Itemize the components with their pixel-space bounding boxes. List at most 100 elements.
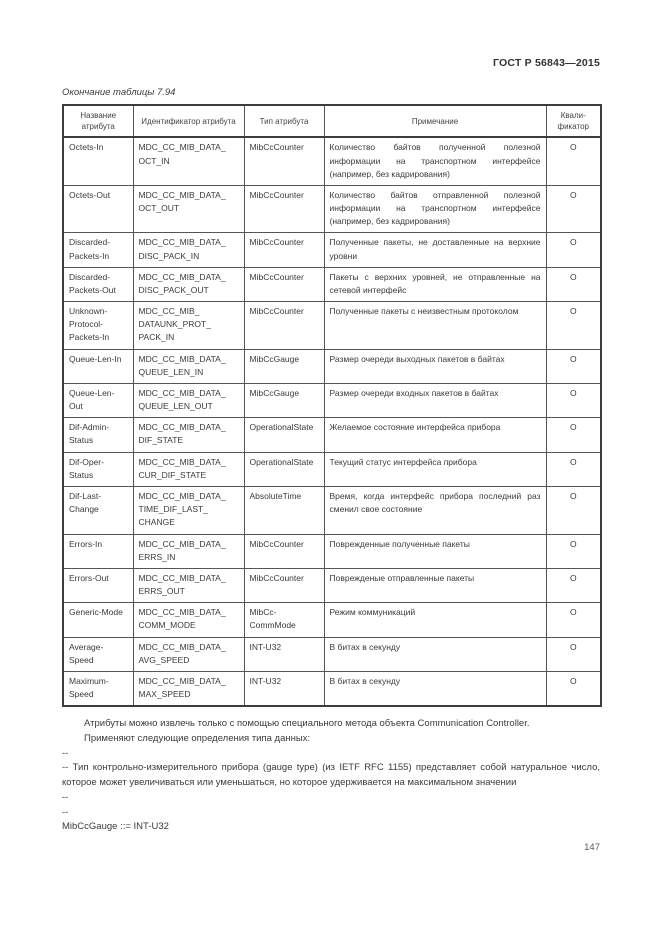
attribute-type-cell: OperationalState [243,451,325,487]
table-row: Discarded- Packets-Out MDC_CC_MIB_DATA_ D… [62,266,602,303]
attribute-name-cell: Discarded- Packets-Out [62,266,134,303]
attribute-identifier-cell: MDC_CC_MIB_DATA_ TIME_DIF_LAST_ CHANGE [132,485,245,535]
attribute-identifier-cell: MDC_CC_MIB_DATA_ ERRS_IN [132,533,245,569]
attribute-type-cell: MibCcCounter [243,136,325,186]
attribute-qualifier-cell: О [545,417,602,453]
attribute-qualifier-cell: О [545,184,602,234]
table-row: Queue-Len-In MDC_CC_MIB_DATA_ QUEUE_LEN_I… [62,348,602,384]
attribute-name-cell: Dif-Admin- Status [62,417,134,453]
attribute-note-cell: Желаемое состояние интерфейса прибора [323,417,547,453]
attribute-qualifier-cell: О [545,567,602,604]
attribute-name-cell: Queue-Len- Out [62,382,134,419]
attribute-note-cell: В битах в секунду [323,636,547,672]
attribute-type-cell: MibCc- CommMode [243,602,325,638]
table-row: Errors-Out MDC_CC_MIB_DATA_ ERRS_OUT MibCc… [62,567,602,604]
attribute-note-cell: Полученные пакеты, не доставленные на ве… [323,232,547,268]
attribute-identifier-cell: MDC_CC_MIB_DATA_ MAX_SPEED [132,670,245,707]
attribute-identifier-cell: MDC_CC_MIB_DATA_ DISC_PACK_OUT [132,266,245,303]
table-row: Maximum- Speed MDC_CC_MIB_DATA_ MAX_SPEED… [62,670,602,707]
attribute-type-cell: MibCcCounter [243,184,325,234]
table-row: Unknown- Protocol- Packets-In MDC_CC_MIB_… [62,301,602,350]
attribute-qualifier-cell: О [545,636,602,672]
attribute-qualifier-cell: О [545,602,602,638]
attribute-qualifier-cell: О [545,232,602,268]
attribute-type-cell: MibCcCounter [243,567,325,604]
table-row: Discarded- Packets-In MDC_CC_MIB_DATA_ DI… [62,232,602,268]
attribute-name-cell: Generic-Mode [62,602,134,638]
attribute-type-cell: MibCcGauge [243,382,325,419]
attribute-qualifier-cell: О [545,670,602,707]
attribute-name-cell: Dif-Oper- Status [62,451,134,487]
attribute-type-cell: MibCcCounter [243,266,325,303]
attribute-type-cell: OperationalState [243,417,325,453]
attribute-note-cell: Поврежденные полученные пакеты [323,533,547,569]
attribute-qualifier-cell: О [545,451,602,487]
attribute-note-cell: Полученные пакеты с неизвестным протокол… [323,301,547,350]
attribute-identifier-cell: MDC_CC_MIB_ DATAUNK_PROT_ PACK_IN [132,301,245,350]
attribute-note-cell: Текущий статус интерфейса прибора [323,451,547,487]
attribute-name-cell: Errors-In [62,533,134,569]
attribute-name-cell: Unknown- Protocol- Packets-In [62,301,134,350]
paragraph: -- Тип контрольно-измерительного прибора… [62,762,600,789]
paragraph: Применяют следующие определения типа дан… [84,732,311,744]
attribute-identifier-cell: MDC_CC_MIB_DATA_ ERRS_OUT [132,567,245,604]
attribute-identifier-cell: MDC_CC_MIB_DATA_ QUEUE_LEN_IN [132,348,245,384]
attribute-note-cell: Пакеты с верхних уровней, не отправленны… [323,266,547,303]
attribute-name-cell: Octets-In [62,136,134,186]
attribute-name-cell: Average- Speed [62,636,134,672]
attribute-name-cell: Errors-Out [62,567,134,604]
attribute-name-cell: Octets-Out [62,184,134,234]
column-header-note: Примечание [323,104,547,139]
attribute-type-cell: INT-U32 [243,636,325,672]
table-row: Octets-Out MDC_CC_MIB_DATA_ OCT_OUT MibCcC… [62,184,602,234]
column-header-qualifier: Квали- фикатор [545,104,602,139]
attribute-note-cell: Размер очереди выходных пакетов в байтах [323,348,547,384]
attribute-note-cell: В битах в секунду [323,670,547,707]
attribute-type-cell: INT-U32 [243,670,325,707]
paragraph: -- [62,747,69,759]
attribute-identifier-cell: MDC_CC_MIB_DATA_ AVG_SPEED [132,636,245,672]
attribute-note-cell: Поврежденые отправленные пакеты [323,567,547,604]
table-row: Dif-Oper- Status MDC_CC_MIB_DATA_ CUR_DIF… [62,451,602,487]
attribute-name-cell: Discarded- Packets-In [62,232,134,268]
attribute-type-cell: MibCcCounter [243,533,325,569]
attribute-identifier-cell: MDC_CC_MIB_DATA_ QUEUE_LEN_OUT [132,382,245,419]
attribute-note-cell: Время, когда интерфейс прибора последний… [323,485,547,535]
attribute-type-cell: MibCcCounter [243,232,325,268]
paragraph: Атрибуты можно извлечь только с помощью … [84,718,530,730]
attribute-identifier-cell: MDC_CC_MIB_DATA_ COMM_MODE [132,602,245,638]
attribute-qualifier-cell: О [545,485,602,535]
paragraph: MibCcGauge ::= INT-U32 [62,821,169,833]
table-row: Octets-In MDC_CC_MIB_DATA_ OCT_IN MibCcCou… [62,136,602,186]
attribute-qualifier-cell: О [545,136,602,186]
attribute-note-cell: Количество байтов полученной полезной ин… [323,136,547,186]
attribute-note-cell: Размер очереди входных пакетов в байтах [323,382,547,419]
attribute-qualifier-cell: О [545,348,602,384]
attribute-note-cell: Количество байтов отправленной полезной … [323,184,547,234]
attribute-type-cell: MibCcCounter [243,301,325,350]
table-row: Average- Speed MDC_CC_MIB_DATA_ AVG_SPEED… [62,636,602,672]
attribute-qualifier-cell: О [545,533,602,569]
attribute-name-cell: Dif-Last- Change [62,485,134,535]
body-text: Атрибуты можно извлечь только с помощью … [62,717,600,835]
table-header-row: Название атрибута Идентификатор атрибута… [62,104,602,139]
attribute-identifier-cell: MDC_CC_MIB_DATA_ DIF_STATE [132,417,245,453]
table-row: Dif-Admin- Status MDC_CC_MIB_DATA_ DIF_ST… [62,417,602,453]
attribute-qualifier-cell: О [545,266,602,303]
attribute-type-cell: MibCcGauge [243,348,325,384]
attribute-identifier-cell: MDC_CC_MIB_DATA_ DISC_PACK_IN [132,232,245,268]
attribute-qualifier-cell: О [545,301,602,350]
table-row: Errors-In MDC_CC_MIB_DATA_ ERRS_IN MibCcCo… [62,533,602,569]
column-header-attribute-identifier: Идентификатор атрибута [132,104,245,139]
table-row: Generic-Mode MDC_CC_MIB_DATA_ COMM_MODE Mi… [62,602,602,638]
table-caption: Окончание таблицы 7.94 [62,87,176,98]
attribute-identifier-cell: MDC_CC_MIB_DATA_ OCT_OUT [132,184,245,234]
doc-header: ГОСТ Р 56843—2015 [492,57,600,69]
column-header-attribute-name: Название атрибута [62,104,134,139]
paragraph: -- [62,806,69,818]
attribute-identifier-cell: MDC_CC_MIB_DATA_ CUR_DIF_STATE [132,451,245,487]
attribute-identifier-cell: MDC_CC_MIB_DATA_ OCT_IN [132,136,245,186]
table-row: Queue-Len- Out MDC_CC_MIB_DATA_ QUEUE_LEN… [62,382,602,419]
attributes-table: Название атрибута Идентификатор атрибута… [62,104,602,708]
